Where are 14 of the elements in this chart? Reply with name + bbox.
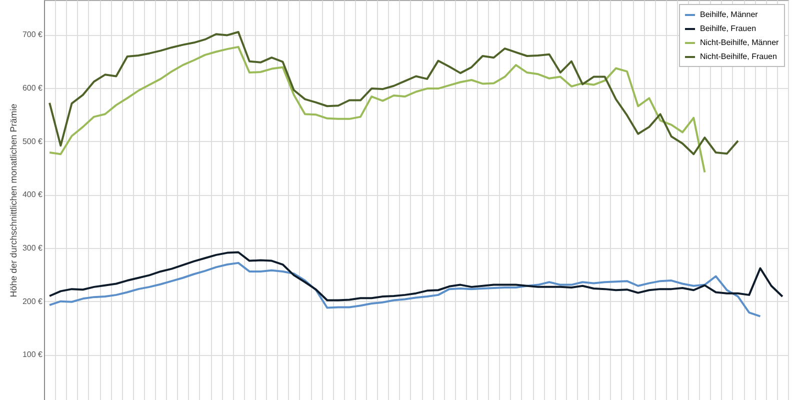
- legend-label: Nicht-Beihilfe, Frauen: [700, 52, 777, 61]
- legend-label: Beihilfe, Männer: [700, 10, 758, 19]
- y-tick-label: 500 €: [22, 136, 44, 146]
- y-tick-label: 600 €: [22, 84, 44, 92]
- y-axis-title: Höhe der durchschnittlichen monatlichen Prämie: [8, 104, 18, 298]
- line-series: [48, 251, 784, 302]
- y-tick-label: 400 €: [22, 190, 44, 200]
- legend-label: Nicht-Beihilfe, Männer: [700, 38, 780, 47]
- y-tick-label: 300 €: [22, 244, 44, 252]
- line-series: [48, 262, 762, 318]
- legend-label: Beihilfe, Frauen: [700, 24, 756, 33]
- y-tick-label: 700 €: [22, 30, 44, 40]
- y-tick-label: 100 €: [22, 350, 44, 360]
- y-tick-label: 200 €: [22, 296, 44, 306]
